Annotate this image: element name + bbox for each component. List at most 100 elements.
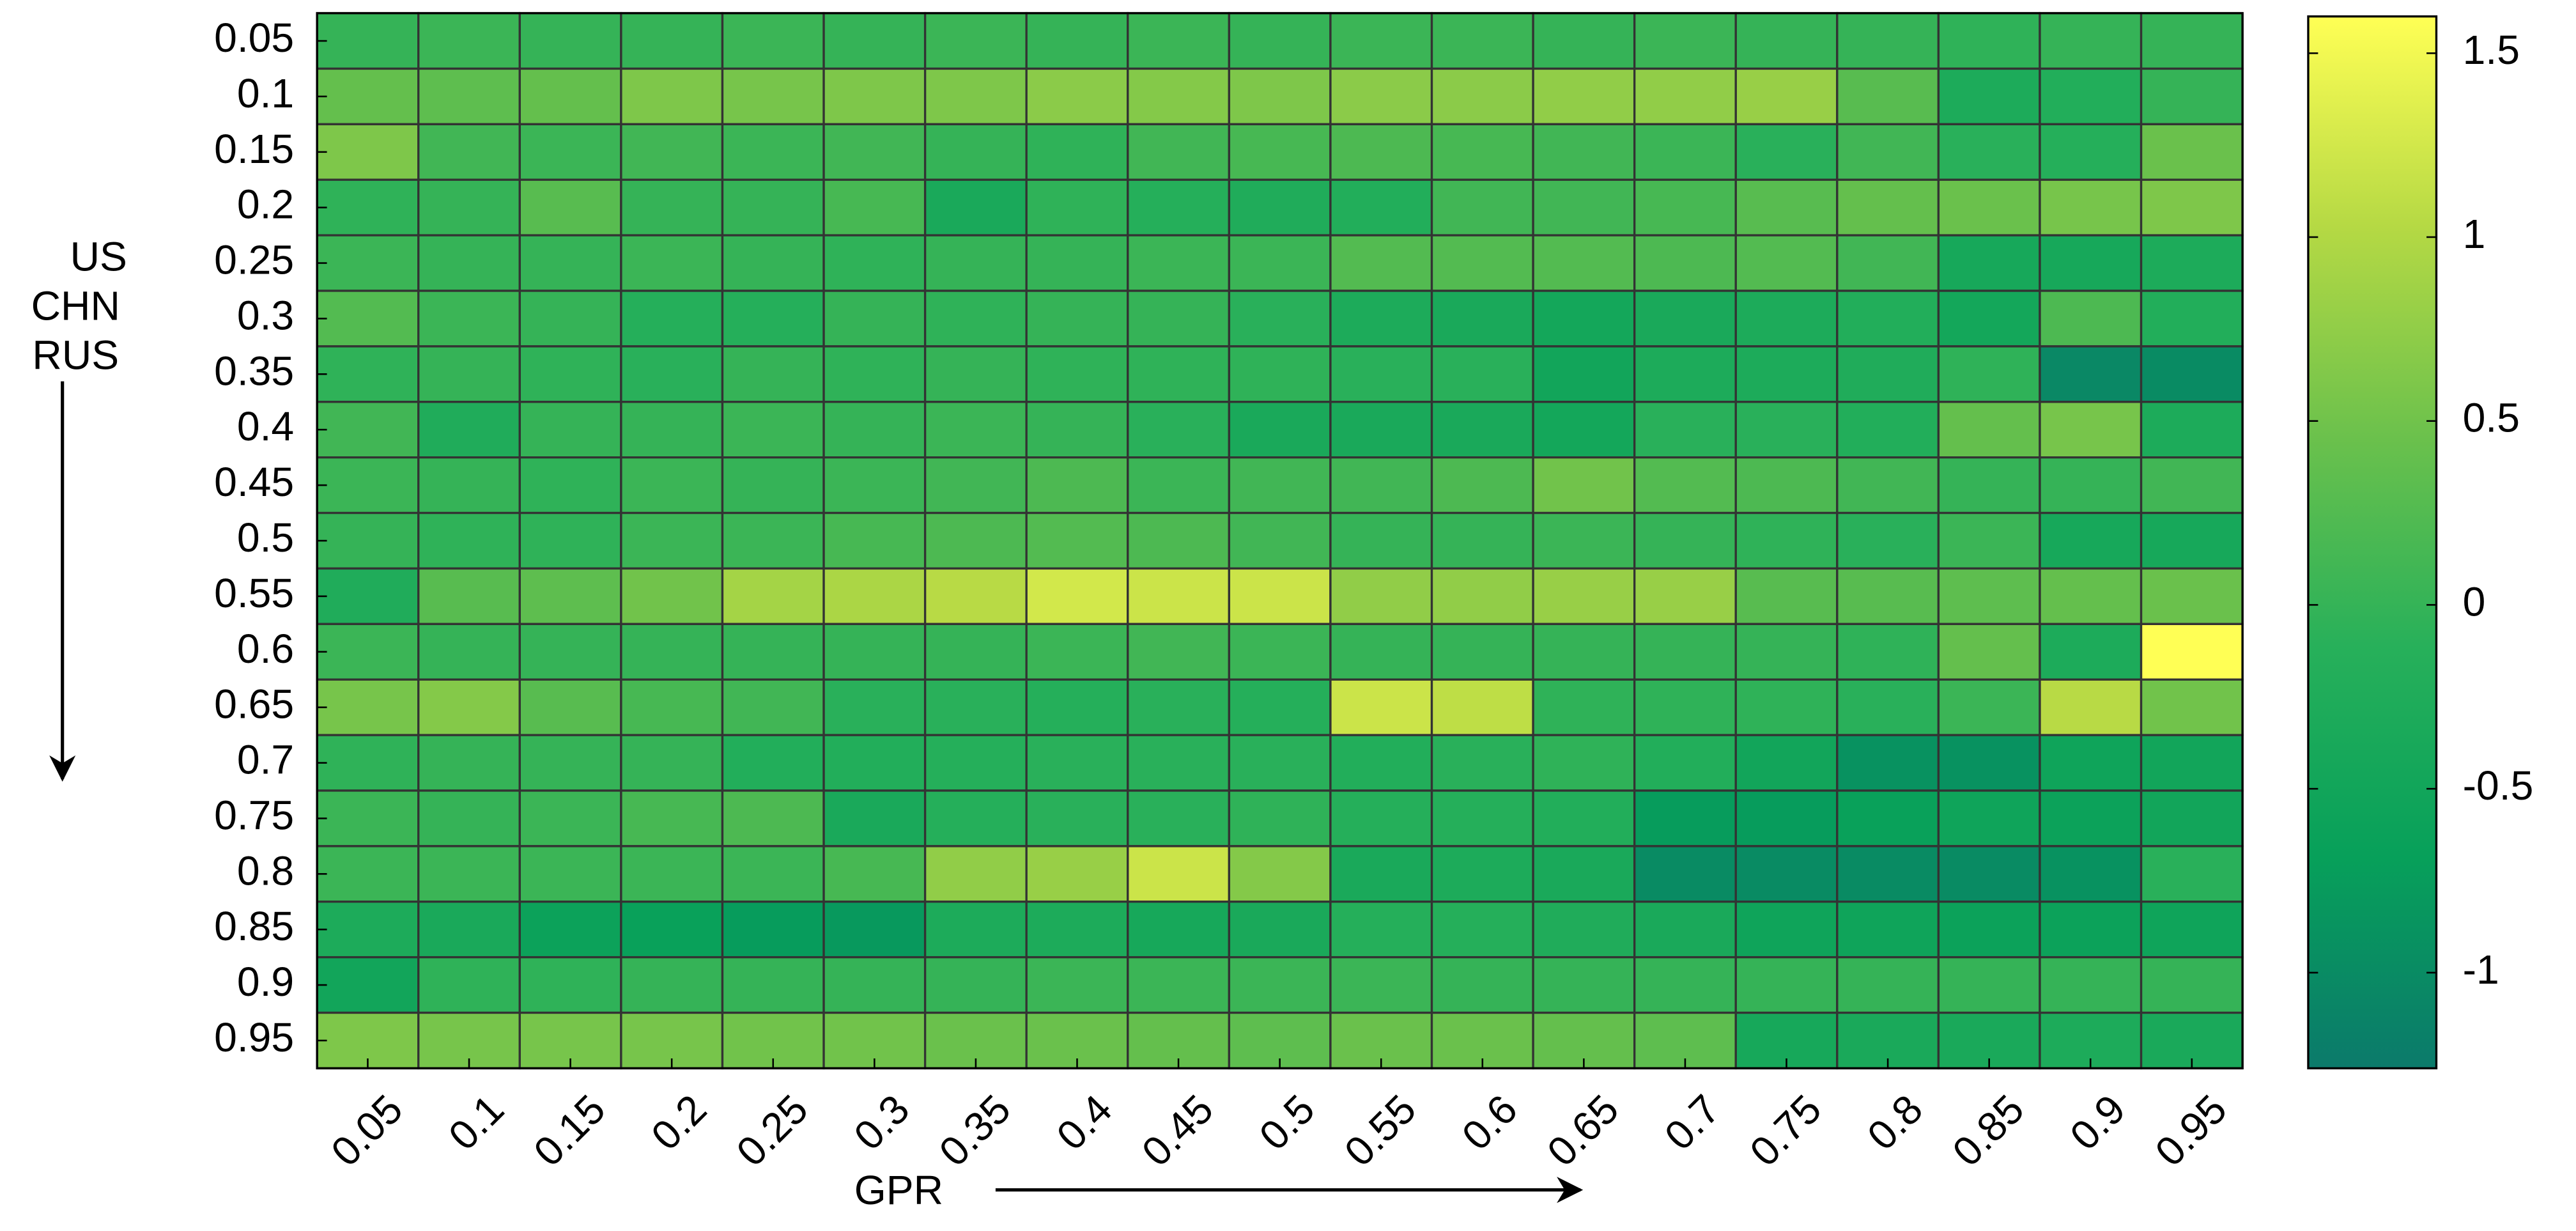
heatmap-cell: [1836, 678, 1940, 736]
heatmap-cell: [2039, 67, 2143, 126]
heatmap-cell: [1127, 456, 1231, 515]
heatmap-cell: [1633, 511, 1737, 570]
heatmap-cell: [923, 234, 1028, 292]
heatmap-cell: [1025, 956, 1129, 1014]
heatmap-cell: [822, 845, 927, 903]
heatmap-cell: [1430, 845, 1534, 903]
colorbar-tick-label: 0: [2463, 578, 2486, 624]
heatmap-cell: [518, 456, 622, 515]
x-tick-label: 0.95: [2147, 1086, 2235, 1175]
heatmap-cell: [721, 956, 825, 1014]
heatmap-cell: [923, 123, 1028, 181]
heatmap-cell: [1127, 67, 1231, 126]
heatmap-cell: [2039, 345, 2143, 403]
heatmap-cell: [1633, 734, 1737, 792]
heatmap-cell: [316, 511, 420, 570]
heatmap-cell: [620, 845, 724, 903]
heatmap-cell: [417, 67, 521, 126]
heatmap-cell: [417, 623, 521, 681]
heatmap-cell: [1734, 12, 1839, 70]
heatmap-cell: [1937, 345, 2041, 403]
heatmap-cell: [1532, 901, 1636, 959]
heatmap-cell: [1633, 12, 1737, 70]
heatmap-cell: [1633, 456, 1737, 515]
heatmap-cell: [2039, 178, 2143, 236]
y-tick-label: 0.55: [214, 570, 294, 616]
heatmap-cell: [1532, 956, 1636, 1014]
heatmap-cell: [1228, 623, 1332, 681]
heatmap-cell: [1633, 901, 1737, 959]
heatmap-cell: [2140, 956, 2244, 1014]
heatmap-cell: [923, 67, 1028, 126]
heatmap-cell: [2039, 734, 2143, 792]
heatmap-cell: [1532, 290, 1636, 348]
heatmap-cell: [1329, 789, 1433, 848]
heatmap-cell: [1734, 401, 1839, 459]
heatmap-cell: [721, 12, 825, 70]
heatmap-cell: [1633, 234, 1737, 292]
heatmap-cell: [518, 67, 622, 126]
heatmap-cell: [620, 178, 724, 236]
heatmap-cell: [822, 567, 927, 626]
heatmap-cell: [2039, 567, 2143, 626]
heatmap-cell: [518, 678, 622, 736]
x-tick-label: 0.6: [1453, 1086, 1526, 1159]
heatmap-cell: [2039, 511, 2143, 570]
y-tick-label: 0.4: [237, 403, 294, 449]
heatmap-cell: [2140, 290, 2244, 348]
heatmap-cell: [1329, 12, 1433, 70]
heatmap-cell: [1734, 178, 1839, 236]
heatmap-cell: [721, 623, 825, 681]
heatmap-cell: [1025, 345, 1129, 403]
y-tick-label: 0.1: [237, 70, 294, 116]
heatmap-cell: [1633, 401, 1737, 459]
heatmap-cell: [1329, 456, 1433, 515]
x-tick-label: 0.3: [845, 1086, 918, 1159]
heatmap-cell: [2140, 456, 2244, 515]
heatmap-cell: [721, 734, 825, 792]
heatmap-cell: [1329, 345, 1433, 403]
heatmap-cell: [1734, 734, 1839, 792]
colorbar-tick-label: 1.5: [2463, 27, 2520, 73]
heatmap-cell: [1734, 511, 1839, 570]
x-tick-label: 0.4: [1048, 1086, 1121, 1159]
y-tick-label: 0.95: [214, 1014, 294, 1060]
heatmap-cell: [1228, 845, 1332, 903]
heatmap-cell: [923, 678, 1028, 736]
heatmap-cell: [822, 956, 927, 1014]
heatmap-cell: [923, 845, 1028, 903]
heatmap-cell: [1734, 290, 1839, 348]
heatmap-cell: [518, 956, 622, 1014]
heatmap-cell: [1127, 678, 1231, 736]
heatmap-cell: [417, 567, 521, 626]
heatmap-cell: [417, 345, 521, 403]
heatmap-cell: [316, 789, 420, 848]
heatmap-cell: [1734, 456, 1839, 515]
heatmap-cell: [1127, 845, 1231, 903]
heatmap-cell: [2140, 511, 2244, 570]
heatmap-cell: [1532, 67, 1636, 126]
heatmap-cell: [316, 623, 420, 681]
heatmap-cell: [1228, 734, 1332, 792]
heatmap-cell: [1430, 123, 1534, 181]
heatmap-cell: [822, 901, 927, 959]
heatmap-cell: [518, 345, 622, 403]
heatmap-cell: [1127, 511, 1231, 570]
heatmap-cell: [620, 234, 724, 292]
heatmap-cell: [316, 901, 420, 959]
heatmap-cell: [822, 345, 927, 403]
heatmap-cell: [417, 234, 521, 292]
x-tick-label: 0.15: [525, 1086, 613, 1175]
heatmap-cell: [2140, 734, 2244, 792]
heatmap-cell: [1127, 623, 1231, 681]
x-tick-label: 0.8: [1858, 1086, 1931, 1159]
heatmap-cell: [417, 178, 521, 236]
heatmap-cell: [2140, 234, 2244, 292]
heatmap-cell: [1228, 234, 1332, 292]
heatmap-cell: [923, 290, 1028, 348]
heatmap-cell: [1937, 67, 2041, 126]
heatmap-cell: [1937, 234, 2041, 292]
heatmap-cell: [2140, 401, 2244, 459]
heatmap-cell: [1937, 789, 2041, 848]
